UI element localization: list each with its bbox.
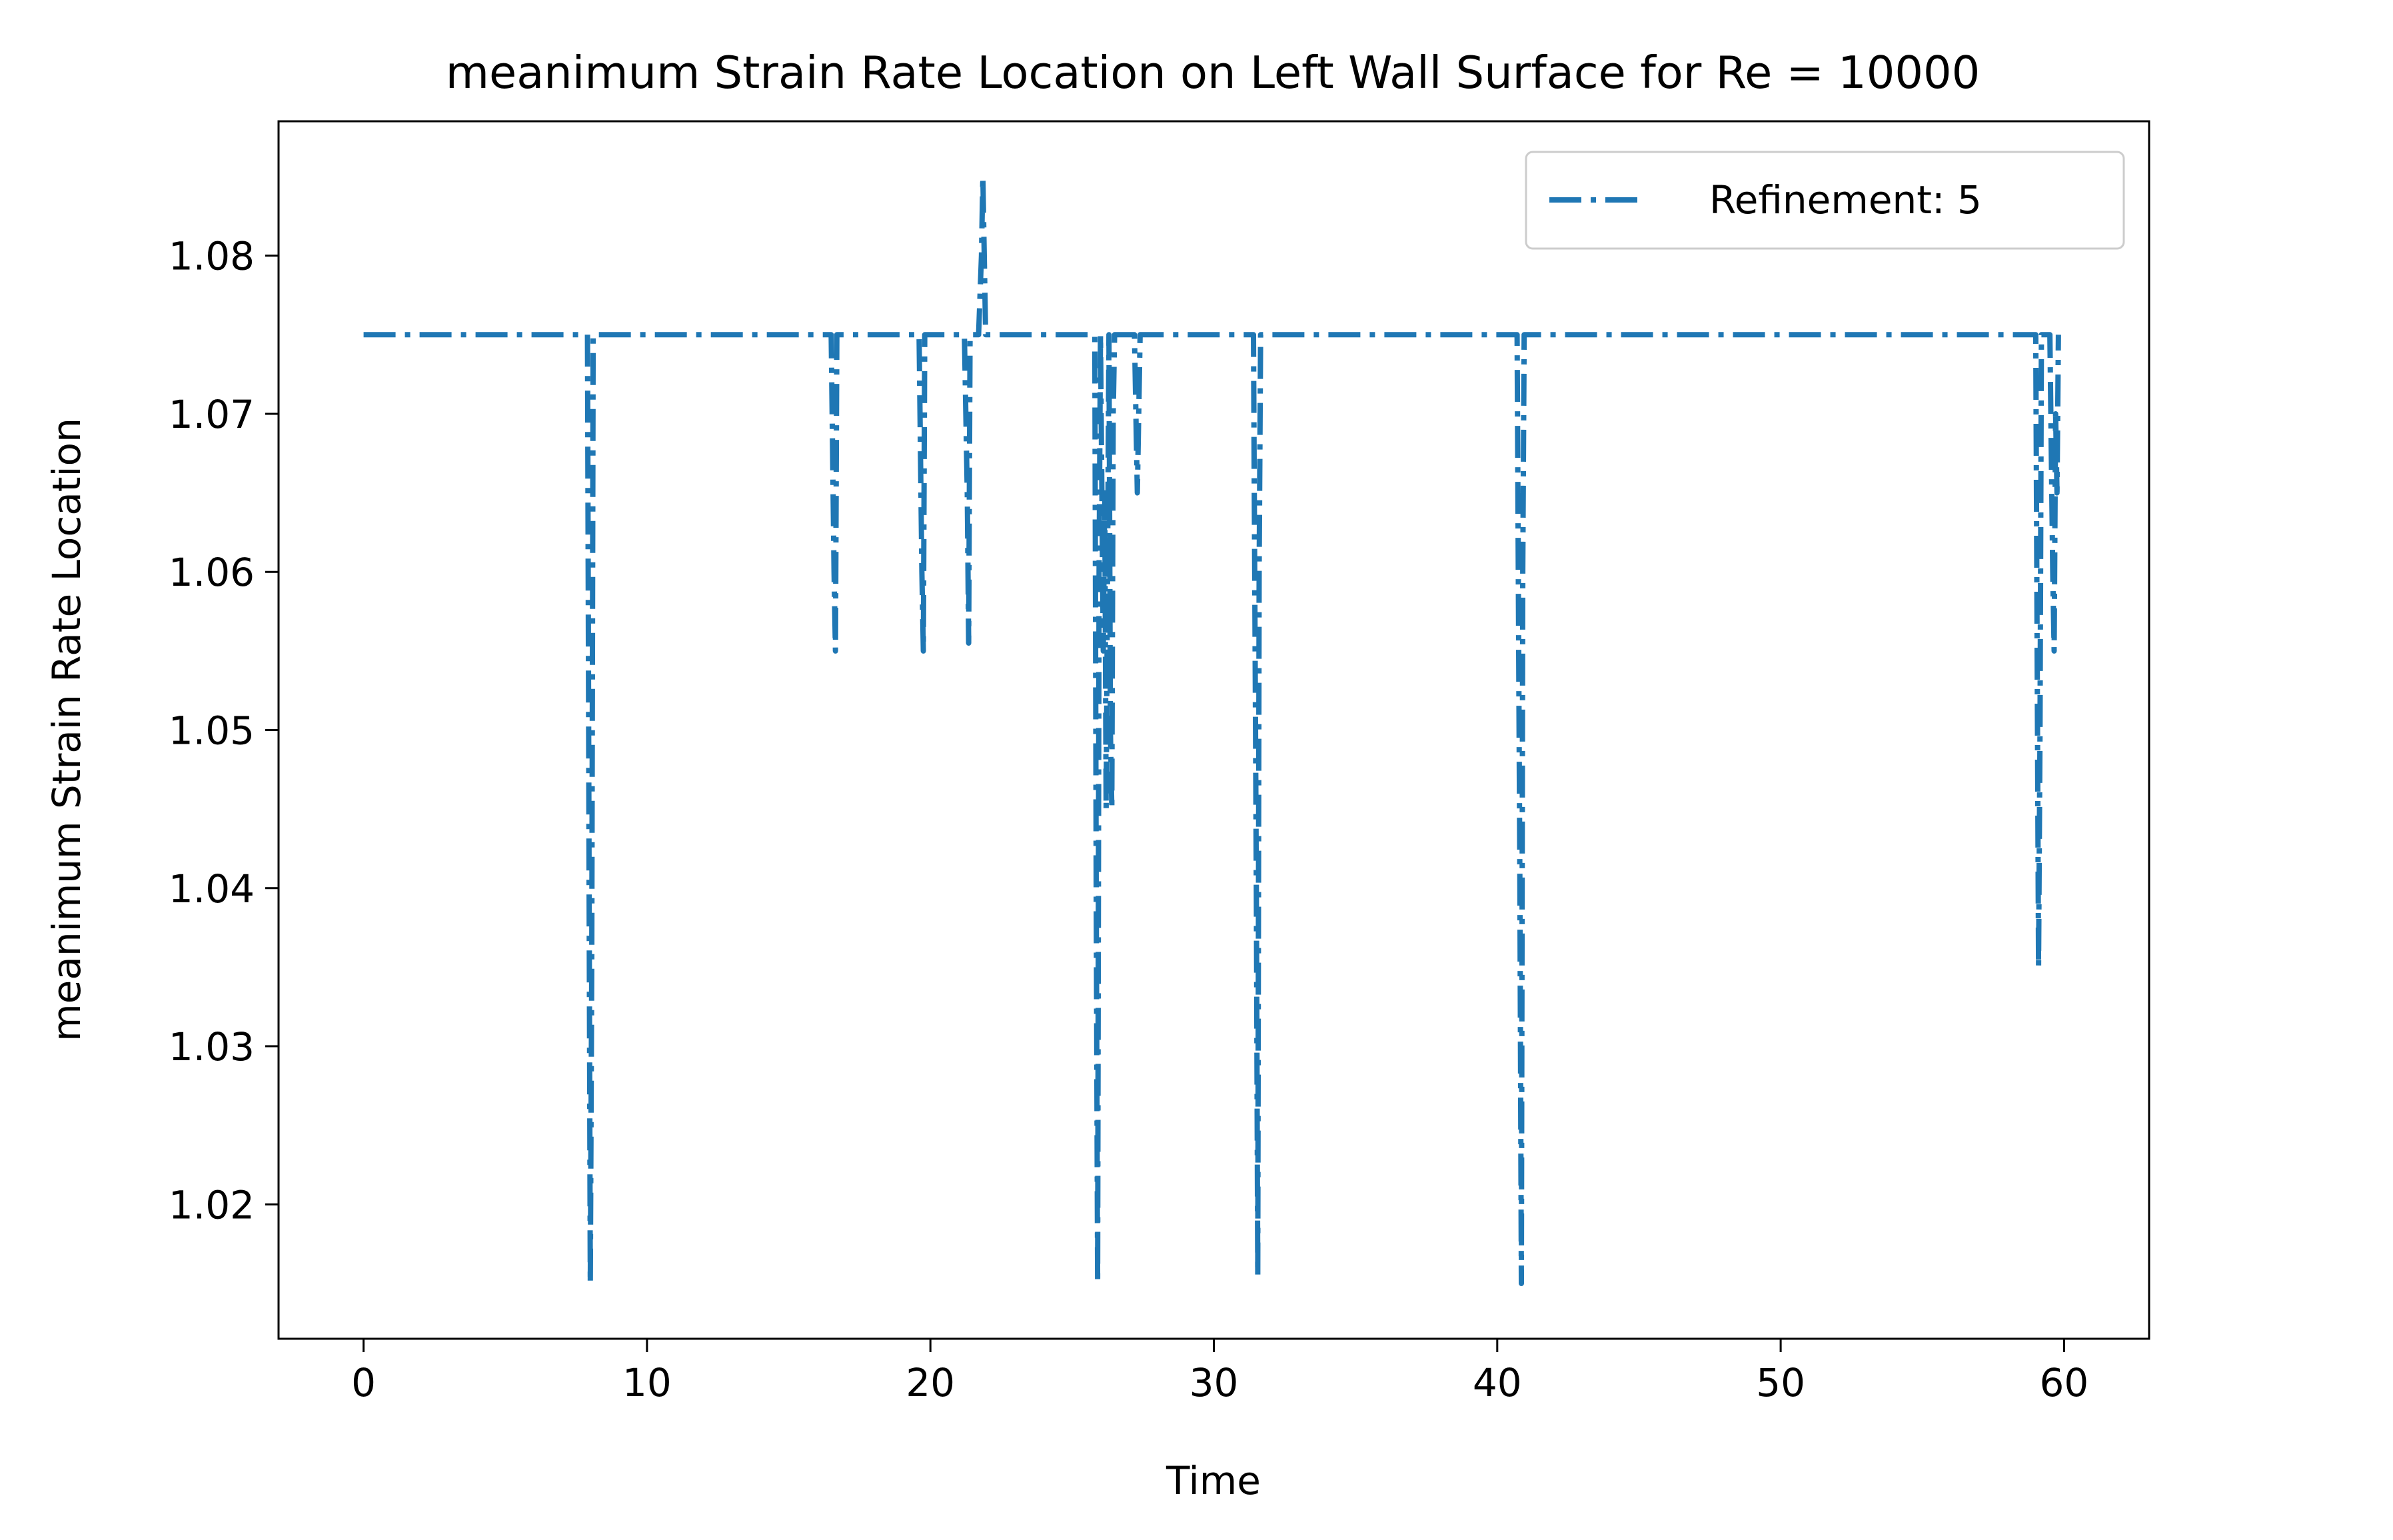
- x-axis-label: Time: [1166, 1458, 1261, 1503]
- y-tick-label: 1.02: [169, 1182, 255, 1227]
- legend: Refinement: 5: [1525, 151, 2125, 250]
- x-tick-label: 30: [1190, 1360, 1239, 1405]
- x-tick-label: 50: [1756, 1360, 1805, 1405]
- y-tick-label: 1.07: [169, 392, 255, 437]
- y-tick-label: 1.08: [169, 234, 255, 279]
- x-tick-label: 20: [906, 1360, 955, 1405]
- plot-area: [279, 121, 2149, 1339]
- y-axis-label: meanimum Strain Rate Location: [44, 418, 89, 1042]
- y-tick-label: 1.06: [169, 550, 255, 595]
- series-line-refinement-5: [363, 174, 2061, 1286]
- chart-title: meanimum Strain Rate Location on Left Wa…: [446, 47, 1981, 99]
- y-tick-label: 1.03: [169, 1024, 255, 1070]
- y-tick-label: 1.04: [169, 866, 255, 912]
- x-tick-label: 60: [2040, 1360, 2089, 1405]
- y-tick-label: 1.05: [169, 708, 255, 754]
- axis-ticks: 0 10 20 30 40 50 60 1.02 1.03 1.04 1.05 1.06 1.07 1.0…: [169, 234, 2088, 1405]
- plot-frame: [277, 120, 2150, 1340]
- legend-label: Refinement: 5: [1709, 177, 1982, 223]
- legend-box: [1525, 151, 2125, 250]
- x-tick-label: 10: [622, 1360, 672, 1405]
- x-tick-label: 40: [1473, 1360, 1522, 1405]
- x-tick-label: 0: [351, 1360, 376, 1405]
